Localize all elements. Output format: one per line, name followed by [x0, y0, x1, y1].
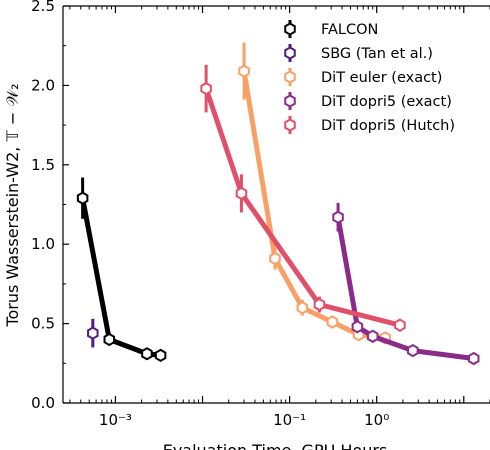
x-axis-label: Evaluation Time, GPU Hours: [163, 441, 388, 450]
legend-label: DiT euler (exact): [321, 70, 442, 86]
legend-label: SBG (Tan et al.): [321, 46, 433, 62]
data-point: [467, 351, 480, 366]
data-point: [394, 318, 406, 332]
legend-item: SBG (Tan et al.): [284, 44, 433, 62]
y-tick-label: 0.5: [31, 315, 55, 333]
data-point: [154, 348, 167, 363]
legend-label: FALCON: [321, 22, 378, 38]
legend-marker: [284, 70, 296, 84]
series-dit-dopri5-exact: [332, 202, 480, 366]
legend-marker: [284, 118, 296, 132]
data-point: [407, 343, 419, 358]
data-point: [296, 301, 309, 315]
series-sbg-tan-et-al: [87, 318, 99, 348]
legend-item: DiT euler (exact): [284, 68, 442, 86]
series-line: [80, 195, 164, 358]
legend-marker: [284, 94, 296, 108]
data-point: [366, 329, 379, 343]
y-tick-label: 1.0: [31, 235, 55, 253]
series-dit-dopri5-hutch: [200, 64, 406, 332]
legend-item: DiT dopri5 (Hutch): [284, 116, 455, 134]
legend-item: FALCON: [284, 20, 378, 38]
y-axis-label: Torus Wasserstein-W2, 𝕋 − 𝒲₂: [3, 83, 22, 327]
data-point: [238, 64, 250, 78]
data-point: [200, 81, 212, 96]
data-point: [103, 332, 116, 347]
x-tick-label: 10⁻¹: [273, 411, 306, 429]
legend-marker: [284, 22, 296, 36]
series-dit-euler-exact: [238, 42, 391, 345]
y-tick-label: 2.0: [31, 76, 55, 94]
legend-marker: [284, 46, 296, 60]
data-point: [141, 347, 153, 361]
data-point: [351, 320, 364, 334]
y-tick-label: 2.5: [31, 0, 55, 15]
data-point: [269, 251, 281, 266]
data-point: [313, 297, 326, 312]
legend: FALCON SBG (Tan et al.) DiT euler (exact) D…: [284, 20, 455, 134]
x-tick-label: 10⁰: [364, 411, 389, 429]
plot-frame: [62, 5, 490, 404]
x-tick-label: 10⁻³: [99, 411, 132, 429]
series-layer: [76, 42, 480, 366]
data-point: [87, 326, 99, 340]
data-point: [76, 191, 89, 205]
data-point: [235, 186, 248, 201]
legend-label: DiT dopri5 (exact): [321, 94, 452, 110]
data-point: [326, 315, 339, 329]
y-tick-label: 1.5: [31, 156, 55, 174]
ticks-layer: 0.0 0.5 1.0 1.5 2.0 2.5 10⁻³ 10⁻¹ 10⁰: [31, 0, 490, 429]
series-line: [203, 86, 403, 328]
legend-label: DiT dopri5 (Hutch): [321, 118, 455, 134]
series-falcon: [76, 177, 167, 363]
y-tick-label: 0.0: [31, 394, 55, 412]
legend-item: DiT dopri5 (exact): [284, 92, 452, 110]
data-point: [332, 210, 344, 224]
